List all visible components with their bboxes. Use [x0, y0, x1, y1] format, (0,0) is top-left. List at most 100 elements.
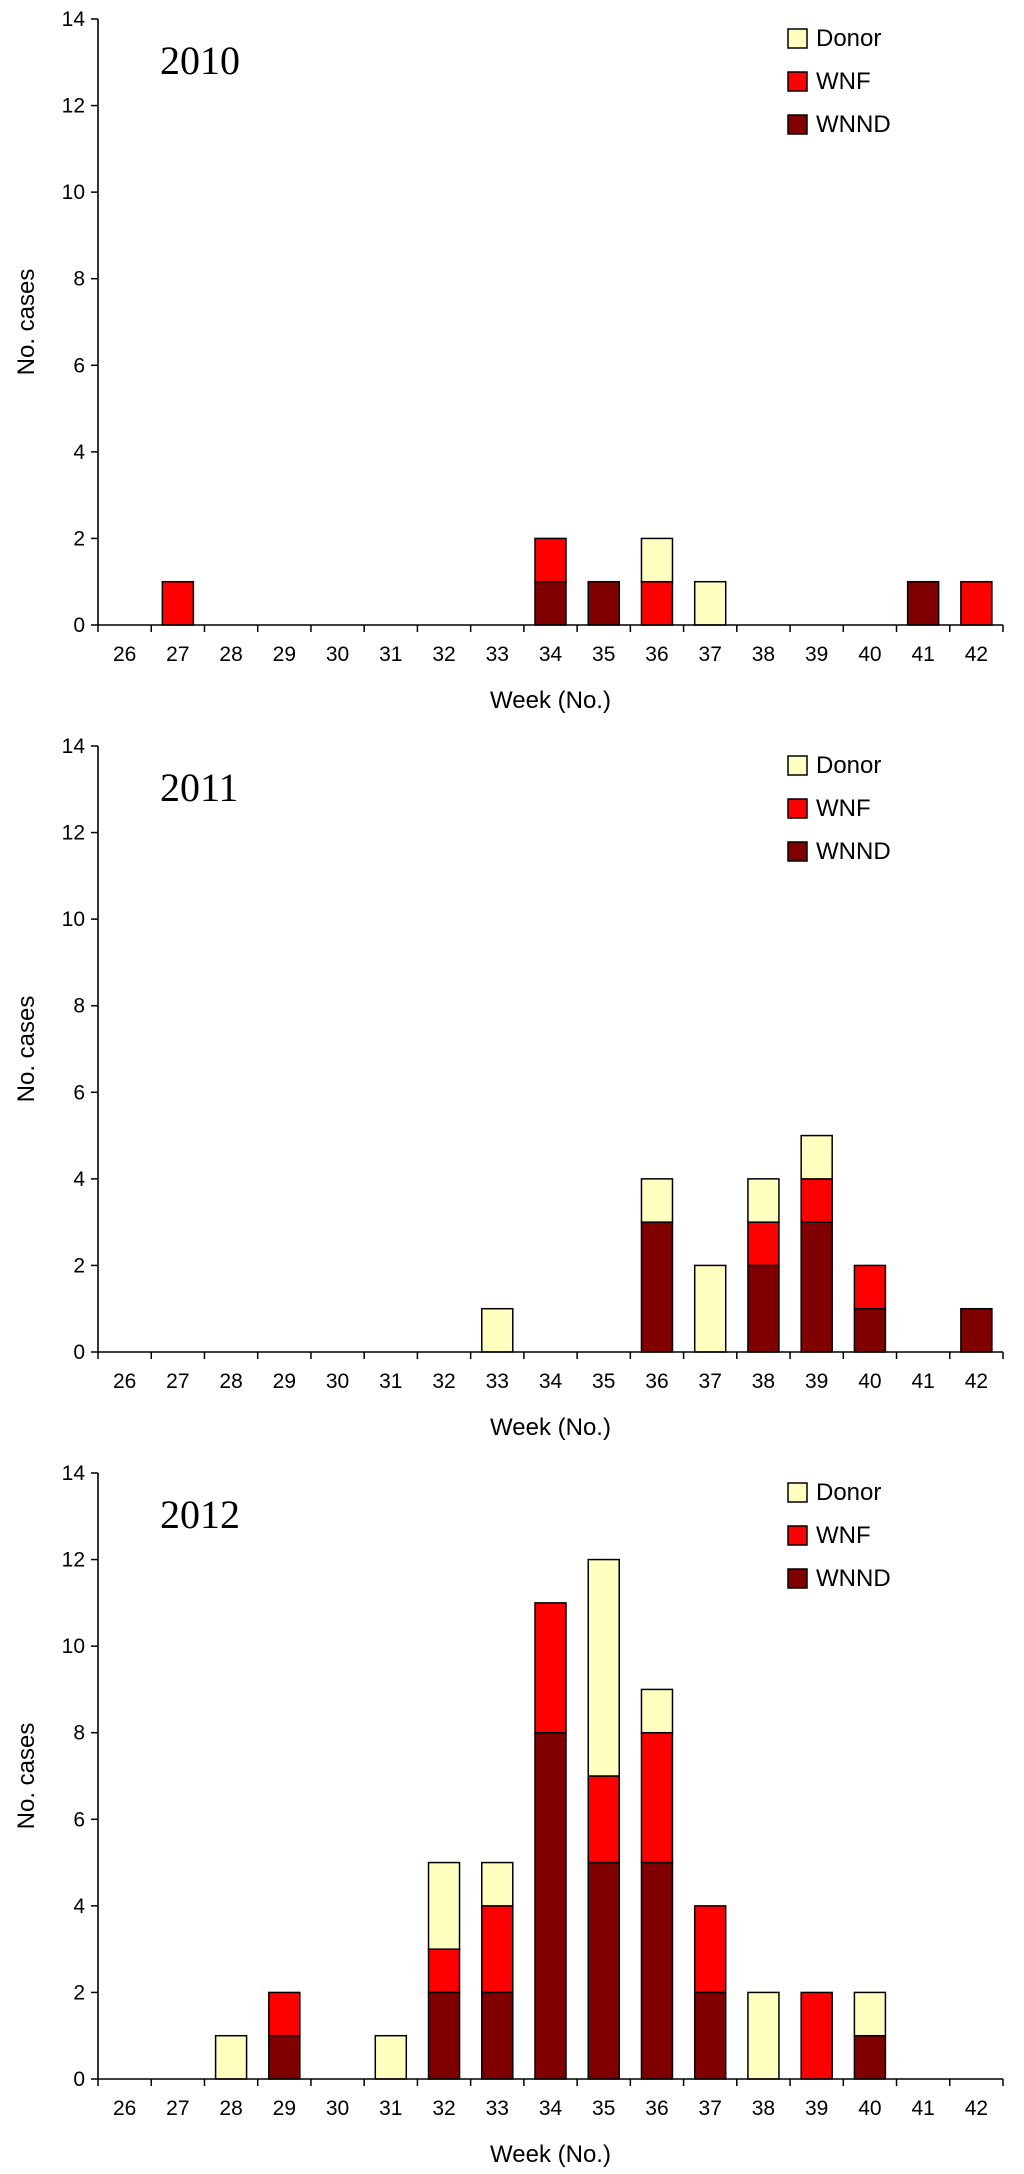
x-tick-label: 34 — [539, 1370, 563, 1393]
bar-2010-week-36-donor — [640, 537, 674, 583]
bar-2012-week-33-wnf — [481, 1905, 514, 1994]
chart-title: 2011 — [160, 765, 239, 810]
x-tick-label: 36 — [645, 1370, 668, 1393]
bar-2010-week-41-wnnd — [906, 580, 940, 626]
bar-2012-week-37-wnnd — [693, 1991, 727, 2080]
x-tick-label: 30 — [326, 2097, 349, 2120]
x-tick-label: 38 — [752, 1370, 775, 1393]
bar-2012-week-36-donor — [640, 1688, 674, 1734]
bar-2012-week-36-wnf — [640, 1731, 674, 1864]
y-tick-label: 12 — [62, 822, 85, 845]
y-tick-label: 6 — [73, 354, 85, 377]
legend-label-wnf: WNF — [816, 1522, 871, 1549]
bar-2010-week-35-wnnd — [587, 580, 620, 626]
x-tick-label: 36 — [645, 2097, 668, 2120]
x-tick-label: 33 — [486, 643, 509, 666]
bar-2012-week-34-wnnd — [534, 1731, 567, 2080]
x-tick-label: 41 — [911, 1370, 934, 1393]
legend-swatch-donor — [787, 28, 808, 49]
y-tick-label: 14 — [62, 1462, 86, 1485]
legend-swatch-wnnd — [787, 1568, 808, 1589]
y-tick-label: 8 — [73, 268, 85, 291]
x-tick-label: 33 — [486, 2097, 509, 2120]
x-tick-label: 40 — [858, 643, 881, 666]
bar-2011-week-38-wnnd — [747, 1264, 780, 1353]
bar-2012-week-35-wnf — [587, 1775, 620, 1864]
chart-panel-2012: 0 2 4 6 8 10 12 14 26 27 28 29 30 31 32 33 34 35 36 37 38 39 4… — [0, 1454, 1024, 2174]
bar-2011-week-36-wnnd — [640, 1221, 674, 1353]
legend-swatch-donor — [787, 1482, 808, 1503]
y-tick-label: 0 — [73, 1341, 85, 1364]
bar-2011-week-36-donor — [640, 1178, 674, 1223]
x-tick-label: 29 — [273, 1370, 296, 1393]
x-tick-label: 30 — [326, 643, 349, 666]
legend-label-donor: Donor — [816, 1479, 881, 1506]
y-axis-title: No. cases — [13, 996, 40, 1103]
x-tick-label: 32 — [432, 1370, 455, 1393]
y-tick-label: 12 — [62, 1549, 85, 1572]
bar-2012-week-40-wnnd — [853, 2034, 887, 2080]
x-tick-label: 29 — [273, 643, 296, 666]
x-tick-label: 27 — [166, 1370, 189, 1393]
bar-2011-week-39-wnf — [800, 1178, 833, 1223]
legend-swatch-wnf — [787, 71, 808, 92]
bar-2011-week-38-wnf — [747, 1221, 780, 1267]
x-tick-label: 30 — [326, 1370, 349, 1393]
chart-panel-2011: 0 2 4 6 8 10 12 14 26 27 28 29 30 31 32 33 34 35 36 37 38 39 4… — [0, 727, 1024, 1447]
chart-title: 2012 — [160, 1492, 240, 1537]
x-axis-title: Week (No.) — [490, 1414, 611, 1441]
y-tick-label: 4 — [73, 1168, 85, 1191]
x-axis-title: Week (No.) — [490, 2141, 611, 2168]
x-tick-label: 31 — [379, 2097, 402, 2120]
x-tick-label: 42 — [965, 2097, 988, 2120]
y-axis-title: No. cases — [13, 1723, 40, 1830]
y-tick-label: 6 — [73, 1808, 85, 1831]
x-tick-label: 37 — [699, 643, 722, 666]
bar-2010-week-27-wnf — [161, 580, 195, 626]
bar-2010-week-36-wnf — [640, 580, 674, 626]
x-tick-label: 29 — [273, 2097, 296, 2120]
x-tick-label: 32 — [432, 643, 455, 666]
legend-swatch-donor — [787, 755, 808, 776]
x-tick-label: 28 — [219, 643, 242, 666]
bar-2011-week-40-wnf — [853, 1264, 887, 1310]
bar-2012-week-35-wnnd — [587, 1861, 620, 2080]
x-tick-label: 41 — [911, 2097, 934, 2120]
bar-2010-week-34-wnnd — [534, 580, 567, 626]
x-tick-label: 33 — [486, 1370, 509, 1393]
x-tick-label: 35 — [592, 643, 615, 666]
y-tick-label: 0 — [73, 2068, 85, 2091]
x-tick-label: 28 — [219, 1370, 242, 1393]
y-tick-label: 0 — [73, 614, 85, 637]
x-tick-label: 26 — [113, 2097, 136, 2120]
bar-2012-week-31-donor — [374, 2034, 408, 2080]
x-tick-label: 26 — [113, 643, 136, 666]
bar-2012-week-33-wnnd — [481, 1991, 514, 2080]
legend-label-wnf: WNF — [816, 795, 871, 822]
x-tick-label: 35 — [592, 2097, 615, 2120]
x-tick-label: 32 — [432, 2097, 455, 2120]
y-tick-label: 14 — [62, 735, 86, 758]
x-tick-label: 41 — [911, 643, 934, 666]
x-tick-label: 27 — [166, 643, 189, 666]
legend-swatch-wnnd — [787, 114, 808, 135]
legend-swatch-wnnd — [787, 841, 808, 862]
bar-2010-week-37-donor — [693, 580, 727, 626]
legend-label-donor: Donor — [816, 25, 881, 52]
x-tick-label: 31 — [379, 1370, 402, 1393]
x-tick-label: 28 — [219, 2097, 242, 2120]
y-tick-label: 8 — [73, 1722, 85, 1745]
bar-2012-week-29-wnf — [268, 1991, 301, 2037]
x-tick-label: 40 — [858, 1370, 881, 1393]
y-tick-label: 10 — [62, 181, 85, 204]
x-tick-label: 37 — [699, 1370, 722, 1393]
bar-2011-week-42-wnnd — [960, 1307, 993, 1353]
bar-2012-week-39-wnf — [800, 1991, 833, 2080]
x-tick-label: 42 — [965, 1370, 988, 1393]
bar-2012-week-33-donor — [481, 1861, 514, 1907]
y-tick-label: 4 — [73, 441, 85, 464]
bar-2011-week-33-donor — [481, 1307, 514, 1353]
y-tick-label: 2 — [73, 527, 85, 550]
x-tick-label: 34 — [539, 643, 563, 666]
